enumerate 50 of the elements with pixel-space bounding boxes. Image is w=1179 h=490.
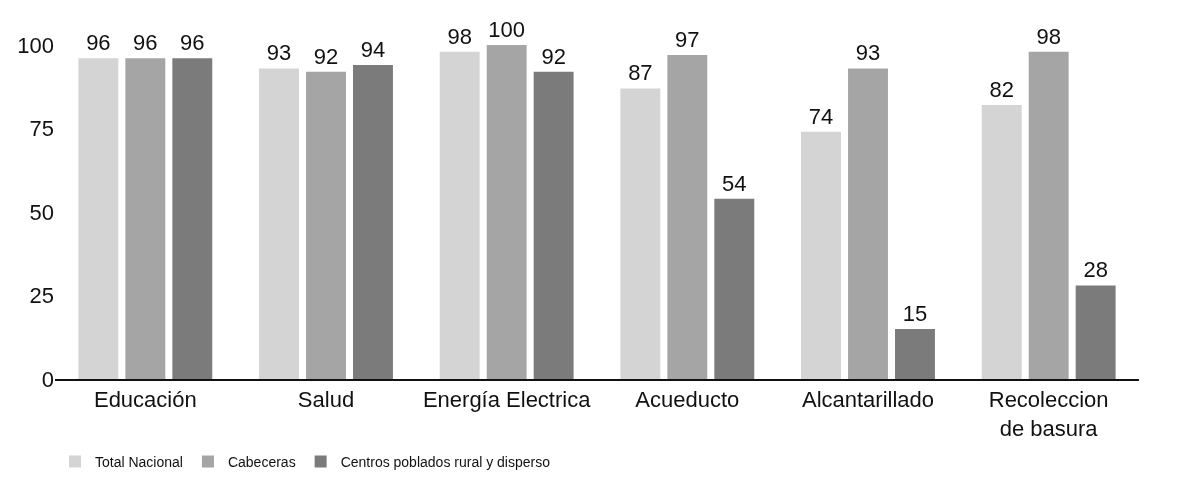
bar	[620, 88, 661, 379]
bar	[486, 45, 527, 379]
bar	[439, 51, 480, 379]
data-label: 96	[133, 30, 158, 56]
y-tick-label: 75	[29, 116, 54, 142]
data-label: 93	[266, 40, 292, 66]
bar	[78, 58, 119, 379]
data-label: 74	[808, 103, 834, 129]
data-label: 92	[541, 43, 566, 69]
data-label: 28	[1083, 257, 1108, 283]
x-tick-label: Salud	[297, 386, 355, 412]
y-tick-label: 50	[29, 199, 54, 225]
legend-label: Cabeceras	[227, 453, 296, 470]
data-label: 54	[722, 170, 747, 196]
bar	[533, 71, 574, 379]
bar	[172, 58, 213, 379]
data-label: 98	[447, 23, 472, 49]
y-tick-label: 100	[17, 32, 54, 58]
bar	[125, 58, 166, 379]
x-tick-label: Educación	[93, 386, 197, 412]
y-tick-label: 25	[29, 283, 54, 309]
data-label: 97	[675, 27, 700, 53]
bar	[1075, 285, 1116, 379]
x-tick-label: Energía Electrica	[422, 386, 592, 412]
bar	[667, 55, 708, 379]
data-label: 96	[86, 30, 111, 56]
legend-label: Total Nacional	[95, 453, 183, 470]
bar	[306, 71, 346, 379]
bar	[353, 65, 393, 379]
data-label: 87	[628, 60, 653, 86]
bar	[895, 328, 935, 379]
data-label: 94	[360, 37, 386, 63]
bar	[848, 68, 888, 379]
data-label: 15	[902, 300, 928, 326]
bar	[981, 105, 1022, 379]
data-label: 93	[855, 40, 881, 66]
x-tick-label: Alcantarillado	[801, 386, 935, 412]
data-label: 92	[313, 43, 339, 69]
legend-label: Centros poblados rural y disperso	[340, 453, 551, 470]
data-label: 82	[989, 77, 1014, 103]
x-tick-label: Recoleccion de basura	[988, 386, 1109, 441]
bar	[714, 198, 755, 379]
bar	[801, 131, 841, 379]
data-label: 100	[488, 17, 526, 42]
y-tick-label: 0	[41, 366, 54, 392]
x-tick-label: Acueducto	[635, 386, 740, 412]
data-label: 98	[1036, 23, 1061, 49]
data-label: 96	[180, 30, 205, 56]
bar	[259, 68, 299, 379]
bar	[1028, 51, 1069, 379]
